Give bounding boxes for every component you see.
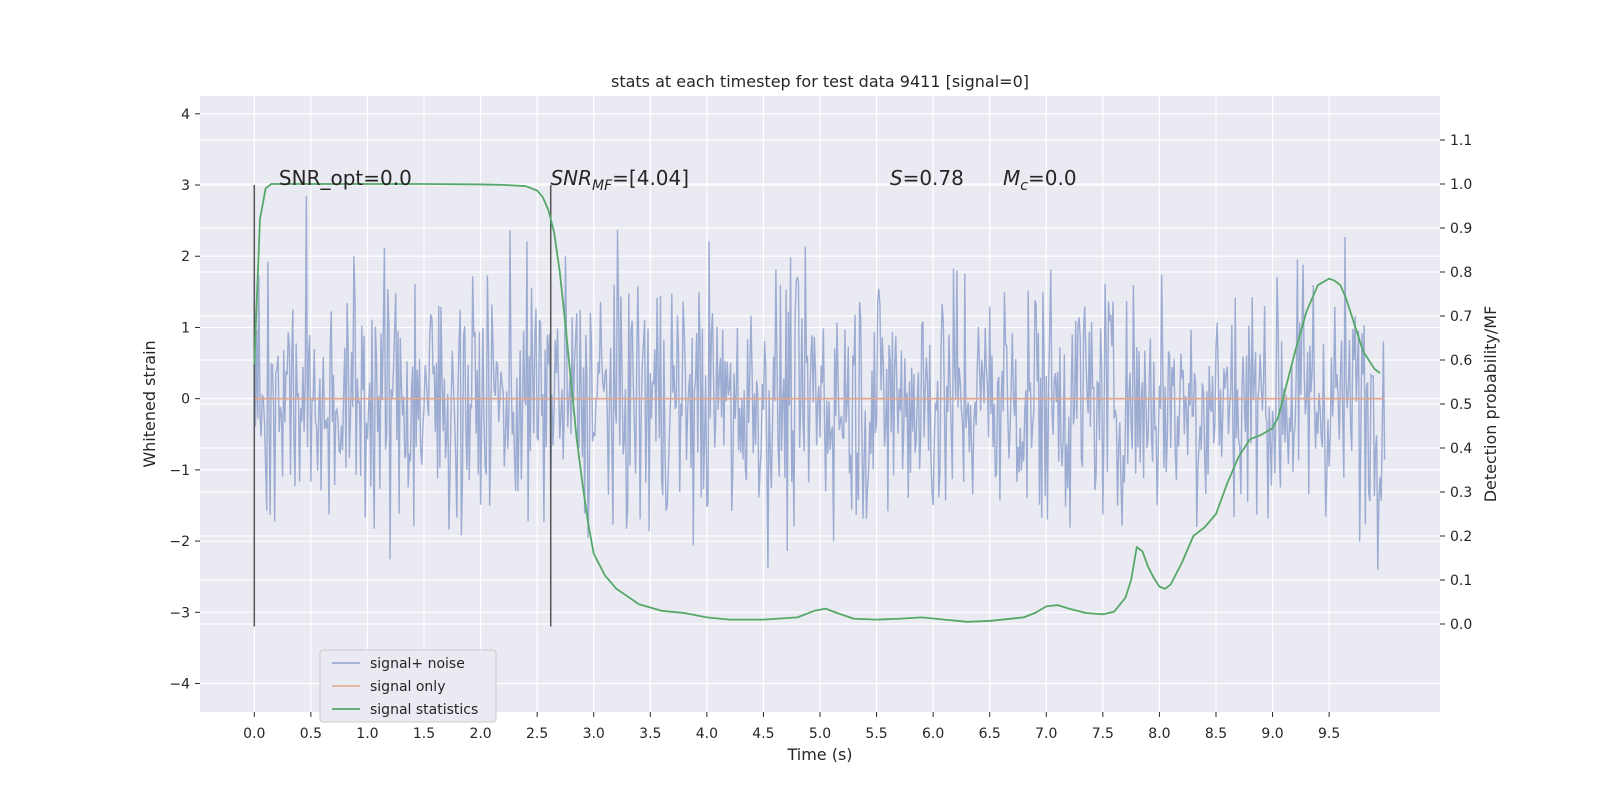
line-signal-statistics [253, 183, 1381, 623]
x-tick-label-18: 9.0 [1261, 726, 1283, 742]
x-tick-label-0: 0.0 [243, 726, 265, 742]
y-tick-label-0: −4 [169, 677, 190, 693]
y2-tick-label-0: 0.0 [1450, 617, 1472, 633]
annotation-0: SNR_opt=0.0 [279, 166, 412, 190]
x-tick-label-13: 6.5 [979, 726, 1001, 742]
y-tick-label-8: 4 [181, 107, 190, 123]
chart-title: stats at each timestep for test data 941… [611, 72, 1029, 91]
legend-label-signal-statistics: signal statistics [370, 702, 478, 718]
legend-label-signal-plus-noise: signal+ noise [370, 656, 465, 672]
y-axis-label: Whitened strain [140, 340, 159, 467]
x-tick-label-17: 8.5 [1205, 726, 1227, 742]
x-tick-label-8: 4.0 [696, 726, 718, 742]
x-axis-label: Time (s) [786, 745, 852, 764]
legend-label-signal-only: signal only [370, 679, 445, 695]
x-tick-label-3: 1.5 [413, 726, 435, 742]
x-tick-label-14: 7.0 [1035, 726, 1057, 742]
y2-tick-label-6: 0.6 [1450, 353, 1472, 369]
y2-axis-label: Detection probability/MF [1481, 306, 1500, 503]
x-tick-label-11: 5.5 [865, 726, 887, 742]
x-tick-label-9: 4.5 [752, 726, 774, 742]
y-axis-left: −4 −3 −2 −1 0 1 2 3 4 [169, 107, 200, 693]
y2-tick-label-1: 0.1 [1450, 573, 1472, 589]
annotation-1: SNRMF=[4.04] [550, 166, 689, 194]
y2-tick-label-3: 0.3 [1450, 485, 1472, 501]
x-axis: 0.0 0.5 1.0 1.5 2.0 2.5 3.0 3.5 4.0 4.5 5.0 5.5 6.0 6… [243, 712, 1340, 742]
annotation-1-sub: MF [592, 178, 613, 194]
y2-tick-label-11: 1.1 [1450, 133, 1472, 149]
x-tick-label-16: 8.0 [1148, 726, 1170, 742]
y-tick-label-1: −3 [169, 605, 190, 621]
annotation-3-base: M [1003, 166, 1020, 190]
series-signal-plus-noise [253, 195, 1386, 571]
annotation-2-rest: =0.78 [903, 166, 964, 190]
y-tick-label-2: −2 [169, 534, 190, 550]
y2-tick-label-9: 0.9 [1450, 221, 1472, 237]
y-axis-right: 0.0 0.1 0.2 0.3 0.4 0.5 0.6 0.7 0.8 0.9 1.0 1.1 [1440, 133, 1472, 633]
annotation-1-rest: =[4.04] [612, 166, 689, 190]
x-tick-label-6: 3.0 [583, 726, 605, 742]
x-tick-label-12: 6.0 [922, 726, 944, 742]
y-tick-label-7: 3 [181, 178, 190, 194]
annotation-1-base: SNR [550, 166, 592, 190]
x-tick-label-5: 2.5 [526, 726, 548, 742]
annotation-3-sub: c [1020, 178, 1028, 194]
y2-tick-label-8: 0.8 [1450, 265, 1472, 281]
y-tick-label-4: 0 [181, 392, 190, 408]
series-signal-statistics [253, 183, 1381, 623]
x-tick-label-15: 7.5 [1092, 726, 1114, 742]
annotation-2-base: S [890, 166, 903, 190]
legend: signal+ noise signal only signal statist… [319, 649, 497, 723]
x-tick-label-10: 5.0 [809, 726, 831, 742]
legend-box [319, 649, 497, 723]
vertical-markers [253, 185, 552, 627]
line-signal-plus-noise [253, 195, 1386, 571]
annotation-3: Mc=0.0 [1003, 166, 1077, 194]
y2-tick-label-7: 0.7 [1450, 309, 1472, 325]
y2-tick-label-4: 0.4 [1450, 441, 1472, 457]
annotation-3-rest: =0.0 [1028, 166, 1077, 190]
x-tick-label-2: 1.0 [356, 726, 378, 742]
x-tick-label-19: 9.5 [1318, 726, 1340, 742]
annotations: SNR_opt=0.0 SNRMF=[4.04] S=0.78 Mc=0.0 [279, 166, 1077, 194]
y2-tick-label-10: 1.0 [1450, 177, 1472, 193]
annotation-2: S=0.78 [890, 166, 964, 190]
y2-tick-label-5: 0.5 [1450, 397, 1472, 413]
y-tick-label-5: 1 [181, 320, 190, 336]
x-tick-label-1: 0.5 [300, 726, 322, 742]
y-tick-label-3: −1 [169, 463, 190, 479]
x-tick-label-4: 2.0 [469, 726, 491, 742]
x-tick-label-7: 3.5 [639, 726, 661, 742]
y-tick-label-6: 2 [181, 249, 190, 265]
y2-tick-label-2: 0.2 [1450, 529, 1472, 545]
